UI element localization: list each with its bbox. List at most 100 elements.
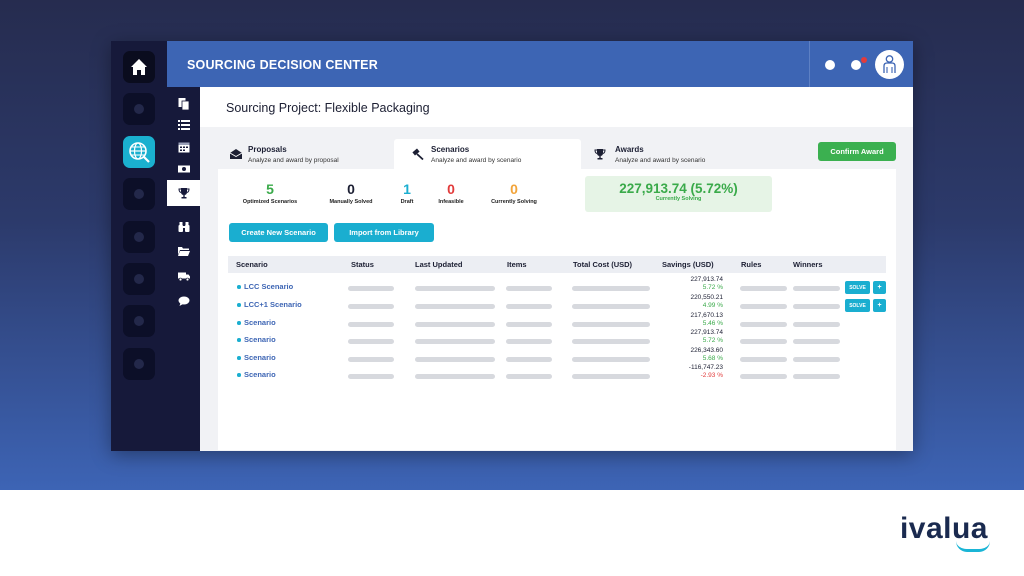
placeholder-bar [348, 304, 394, 309]
table-row[interactable]: Scenario 226,343.60 5.68 % [218, 347, 896, 366]
app-window: SOURCING DECISION CENTER [111, 41, 913, 451]
import-library-button[interactable]: Import from Library [334, 223, 434, 242]
tab-proposals[interactable]: Proposals Analyze and award by proposal [225, 139, 390, 169]
rail-app-button-3[interactable] [123, 221, 155, 253]
placeholder-bar [415, 374, 495, 379]
scenario-link[interactable]: LCC+1 Scenario [244, 300, 302, 309]
placeholder-bar [793, 357, 840, 362]
placeholder-bar [740, 286, 787, 291]
tab-scenarios-description: Analyze and award by scenario [431, 157, 522, 164]
tab-scenarios[interactable]: Scenarios Analyze and award by scenario [394, 139, 581, 169]
trophy-icon [594, 149, 606, 160]
scenario-link[interactable]: LCC Scenario [244, 282, 294, 291]
placeholder-bar [415, 304, 495, 309]
sidebar-item-documents[interactable] [167, 93, 200, 115]
sidebar-item-logistics[interactable] [167, 265, 200, 287]
brand-logo: ivalua [899, 512, 988, 545]
tab-awards-description: Analyze and award by scenario [615, 157, 706, 164]
status-dot-icon[interactable] [825, 60, 835, 70]
scenario-link[interactable]: Scenario [244, 335, 276, 344]
scenario-link[interactable]: Scenario [244, 318, 276, 327]
folder-open-icon [177, 247, 190, 256]
tab-awards[interactable]: Awards Analyze and award by scenario [591, 139, 761, 169]
scenario-link[interactable]: Scenario [244, 370, 276, 379]
stat-draft: 1 Draft [393, 181, 421, 205]
footer-background [0, 490, 1024, 576]
solving-status-label: Currently Solving [655, 196, 702, 202]
rail-app-button-6[interactable] [123, 348, 155, 380]
solving-savings-value: 227,913.74 (5.72%) [619, 181, 738, 196]
tab-proposals-label: Proposals [248, 145, 287, 154]
table-row[interactable]: Scenario 217,670.13 5.46 % [218, 312, 896, 331]
tab-awards-label: Awards [615, 145, 644, 154]
placeholder-bar [506, 357, 552, 362]
savings-percent: 5.72 % [702, 284, 723, 291]
notification-badge [861, 57, 867, 63]
table-row[interactable]: Scenario -116,747.23 -2.93 % [218, 364, 896, 383]
confirm-award-button[interactable]: Confirm Award [818, 142, 896, 161]
sourcing-app-button[interactable] [123, 136, 155, 168]
placeholder-bar [572, 374, 650, 379]
placeholder-bar [506, 286, 552, 291]
create-scenario-button[interactable]: Create New Scenario [229, 223, 328, 242]
envelope-icon [229, 149, 243, 159]
savings-cell: -116,747.23 -2.93 % [689, 364, 723, 380]
rail-app-button-5[interactable] [123, 305, 155, 337]
sidebar-item-messages[interactable] [167, 290, 200, 312]
sidebar-item-calendar[interactable] [167, 136, 200, 158]
project-header: Sourcing Project: Flexible Packaging [200, 87, 913, 127]
solve-button[interactable]: SOLVE [845, 299, 870, 312]
topbar-divider [809, 41, 810, 87]
top-bar: SOURCING DECISION CENTER [167, 41, 913, 87]
sidebar-item-folders[interactable] [167, 240, 200, 262]
rail-app-button-2[interactable] [123, 178, 155, 210]
solve-button[interactable]: SOLVE [845, 281, 870, 294]
globe-search-icon [129, 142, 150, 163]
table-row[interactable]: LCC Scenario 227,913.74 5.72 % SOLVE + [218, 276, 896, 295]
column-savings: Savings (USD) [662, 260, 714, 269]
table-row[interactable]: LCC+1 Scenario 220,550.21 4.99 % SOLVE + [218, 294, 896, 313]
savings-percent: 5.72 % [702, 337, 723, 344]
home-button[interactable] [123, 51, 155, 83]
savings-value: 227,913.74 [690, 276, 723, 283]
savings-value: 217,670.13 [690, 312, 723, 319]
stat-manually-solved-label: Manually Solved [329, 199, 373, 205]
sidebar-item-awards[interactable] [167, 180, 200, 206]
notification-icon[interactable] [851, 60, 861, 70]
column-total-cost: Total Cost (USD) [573, 260, 633, 269]
user-icon [883, 55, 896, 73]
add-button[interactable]: + [873, 281, 886, 294]
placeholder-bar [572, 286, 650, 291]
column-winners: Winners [793, 260, 823, 269]
placeholder-bar [415, 357, 495, 362]
stat-optimized-value: 5 [266, 181, 274, 197]
placeholder-bar [793, 374, 840, 379]
bullet-icon [237, 338, 241, 342]
stat-infeasible: 0 Infeasible [432, 181, 470, 205]
scenarios-panel: 5 Optimized Scenarios 0 Manually Solved … [218, 169, 896, 450]
savings-cell: 220,550.21 4.99 % [690, 294, 723, 310]
module-sidebar [167, 87, 200, 451]
sidebar-item-list[interactable] [167, 114, 200, 136]
placeholder-bar [740, 339, 787, 344]
placeholder-bar [793, 322, 840, 327]
user-avatar[interactable] [875, 50, 904, 79]
sidebar-item-finance[interactable] [167, 158, 200, 180]
table-row[interactable]: Scenario 227,913.74 5.72 % [218, 329, 896, 348]
savings-percent: 5.68 % [702, 355, 723, 362]
add-button[interactable]: + [873, 299, 886, 312]
savings-value: -116,747.23 [688, 364, 723, 371]
sidebar-item-explore[interactable] [167, 216, 200, 238]
placeholder-bar [740, 357, 787, 362]
placeholder-bar [506, 339, 552, 344]
stat-optimized: 5 Optimized Scenarios [238, 181, 302, 205]
column-rules: Rules [741, 260, 762, 269]
stat-optimized-label: Optimized Scenarios [242, 199, 298, 205]
rail-app-button-4[interactable] [123, 263, 155, 295]
placeholder-bar [348, 339, 394, 344]
scenario-link[interactable]: Scenario [244, 353, 276, 362]
stat-currently-solving-value: 0 [510, 181, 518, 197]
stat-infeasible-value: 0 [447, 181, 455, 197]
placeholder-bar [506, 374, 552, 379]
rail-app-button-1[interactable] [123, 93, 155, 125]
